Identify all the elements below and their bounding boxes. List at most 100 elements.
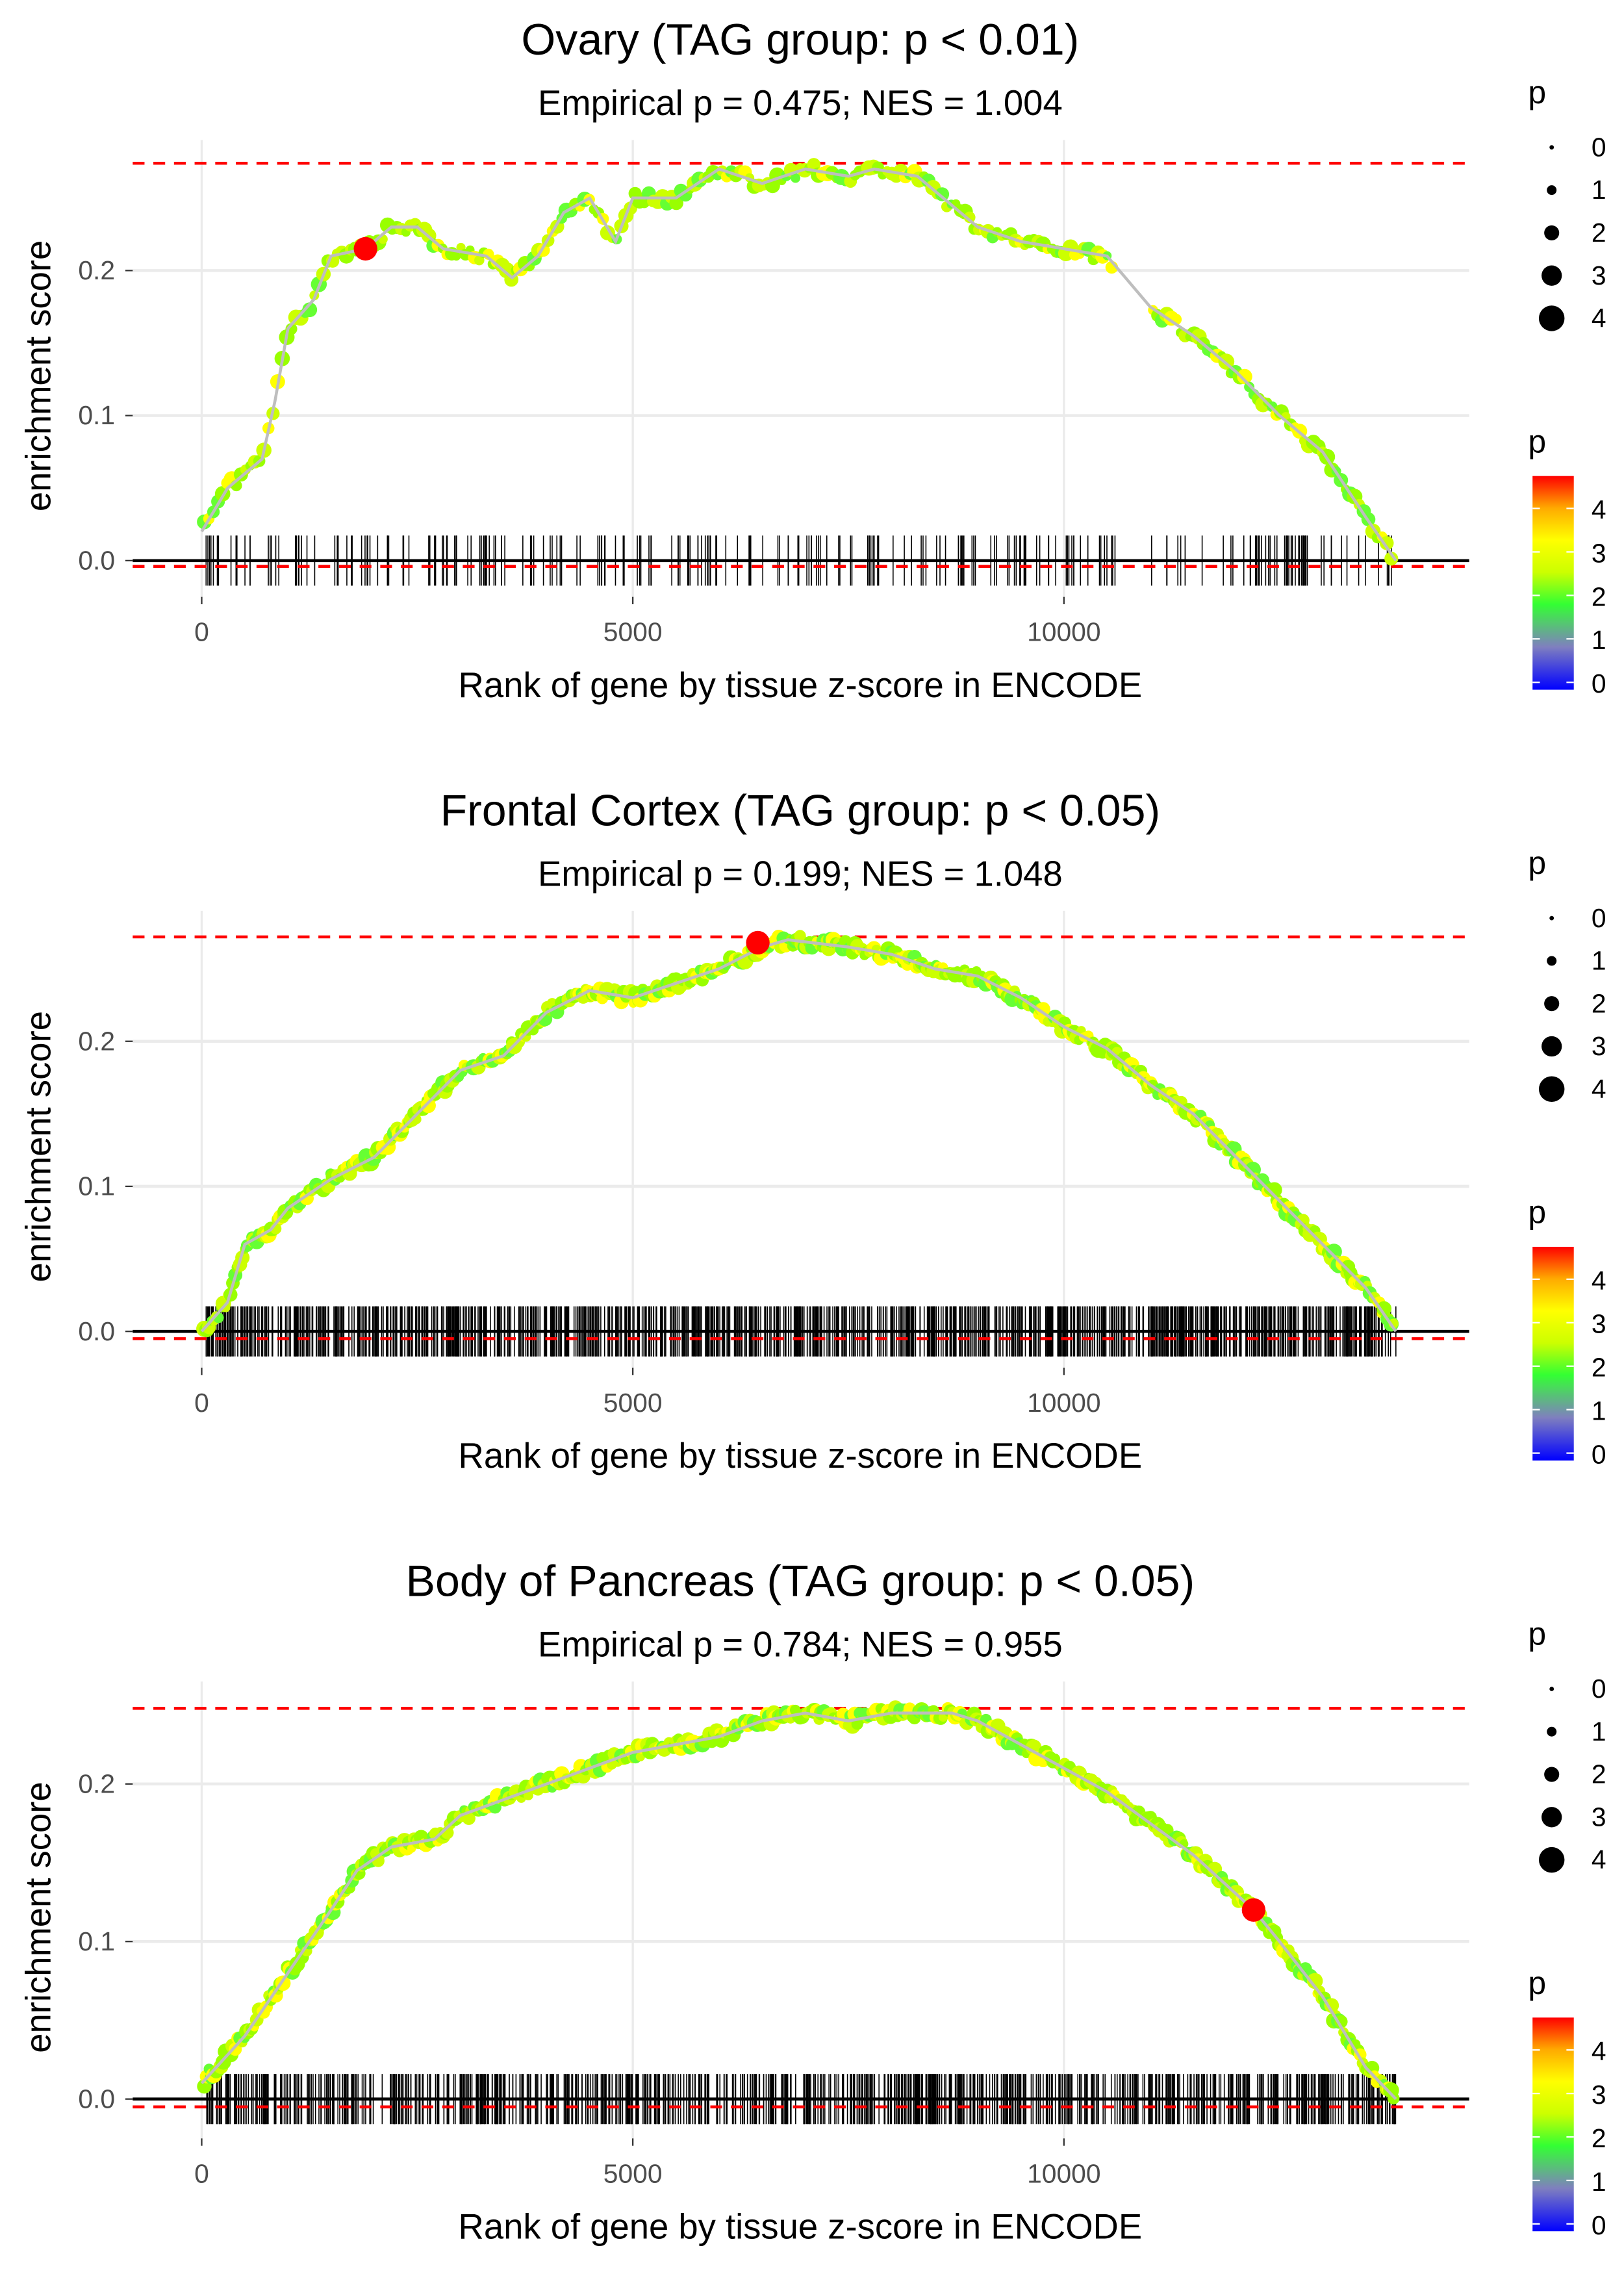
color-bar <box>1532 476 1574 690</box>
size-key-label: 4 <box>1592 1074 1606 1104</box>
chart-subtitle: Empirical p = 0.784; NES = 0.955 <box>538 1625 1063 1665</box>
size-key-dot <box>1549 1687 1554 1691</box>
top-hit-point <box>1241 1898 1265 1922</box>
size-key-label: 2 <box>1592 1759 1606 1789</box>
size-key-dot <box>1549 915 1554 921</box>
x-tick-label: 5000 <box>603 2158 663 2188</box>
x-tick-label: 0 <box>194 1388 209 1418</box>
hit-point <box>791 173 801 183</box>
hit-points <box>196 929 1399 1338</box>
chart-subtitle: Empirical p = 0.475; NES = 1.004 <box>538 83 1063 123</box>
x-tick-label: 0 <box>194 617 209 647</box>
hit-point <box>963 211 976 224</box>
hit-point <box>1334 2015 1348 2028</box>
color-bar-label: 4 <box>1592 494 1606 524</box>
y-tick-label: 0.1 <box>78 1926 115 1956</box>
hit-point <box>1237 368 1252 385</box>
size-key-label: 2 <box>1592 218 1606 248</box>
x-tick-label: 0 <box>194 2158 209 2188</box>
top-hit-point <box>746 930 770 955</box>
legend-size: p 0 1 2 3 4 <box>1528 74 1606 333</box>
legend-size: p 0 1 2 3 4 <box>1528 1615 1606 1874</box>
hit-points <box>197 158 1399 566</box>
enrichment-curve <box>200 938 1397 1333</box>
size-key-dot <box>1542 265 1562 286</box>
size-key-dot <box>1549 145 1554 150</box>
x-axis-title: Rank of gene by tissue z-score in ENCODE <box>459 1436 1143 1476</box>
chart-title: Frontal Cortex (TAG group: p < 0.05) <box>440 786 1161 835</box>
hit-points <box>197 1700 1400 2105</box>
color-bar-label: 3 <box>1592 538 1606 568</box>
chart-panel-2: Frontal Cortex (TAG group: p < 0.05) Empi… <box>18 786 1606 1476</box>
y-tick-label: 0.0 <box>78 2084 115 2114</box>
color-bar-label: 0 <box>1592 1439 1606 1469</box>
size-key-dot <box>1542 1036 1562 1057</box>
enrichment-curve <box>200 167 1397 562</box>
color-bar-label: 1 <box>1592 1396 1606 1426</box>
size-key-label: 1 <box>1592 175 1606 205</box>
y-tick-label: 0.0 <box>78 545 115 575</box>
chart-subtitle: Empirical p = 0.199; NES = 1.048 <box>538 854 1063 893</box>
size-key-label: 4 <box>1592 303 1606 333</box>
legend-color-title: p <box>1528 1965 1546 2001</box>
size-key-label: 2 <box>1592 988 1606 1018</box>
size-key-label: 3 <box>1592 1802 1606 1832</box>
size-key-label: 0 <box>1592 903 1606 933</box>
size-key-dot <box>1544 225 1560 240</box>
color-bar-label: 1 <box>1592 2167 1606 2197</box>
legend-color-title: p <box>1528 1194 1546 1231</box>
chart-title: Ovary (TAG group: p < 0.01) <box>521 15 1079 64</box>
color-bar-label: 1 <box>1592 625 1606 655</box>
x-tick-label: 5000 <box>603 1388 663 1418</box>
chart-title: Body of Pancreas (TAG group: p < 0.05) <box>406 1557 1195 1606</box>
color-bar-label: 0 <box>1592 669 1606 698</box>
legend-color-title: p <box>1528 423 1546 459</box>
color-bar <box>1532 1246 1574 1461</box>
hit-point <box>1306 1973 1323 1989</box>
size-key-label: 1 <box>1592 1717 1606 1746</box>
x-axis-title: Rank of gene by tissue z-score in ENCODE <box>459 665 1143 705</box>
y-tick-label: 0.0 <box>78 1316 115 1346</box>
size-key-dot <box>1538 1846 1565 1873</box>
size-key-label: 1 <box>1592 946 1606 976</box>
size-key-label: 0 <box>1592 132 1606 162</box>
size-key-label: 3 <box>1592 1031 1606 1061</box>
color-bar-label: 0 <box>1592 2210 1606 2240</box>
x-tick-label: 10000 <box>1027 2158 1101 2188</box>
size-key-dot <box>1544 1767 1560 1782</box>
color-bar-label: 2 <box>1592 1353 1606 1383</box>
top-hit-point <box>353 236 377 261</box>
size-key-label: 4 <box>1592 1845 1606 1874</box>
color-bar <box>1532 2017 1574 2232</box>
hit-point <box>669 196 683 211</box>
x-tick-label: 10000 <box>1027 1388 1101 1418</box>
size-key-dot <box>1544 996 1560 1012</box>
size-key-dot <box>1538 305 1565 331</box>
chart-panel-1: Ovary (TAG group: p < 0.01) Empirical p =… <box>18 15 1606 705</box>
color-bar-label: 3 <box>1592 1309 1606 1339</box>
hit-point <box>1379 536 1394 550</box>
color-bar-label: 4 <box>1592 2036 1606 2066</box>
legend-color: p 4 3 2 1 0 <box>1528 1194 1606 1470</box>
hit-point <box>1376 1301 1392 1316</box>
color-bar-label: 2 <box>1592 2123 1606 2153</box>
x-axis-title: Rank of gene by tissue z-score in ENCODE <box>459 2207 1143 2247</box>
size-key-dot <box>1547 956 1557 966</box>
chart-panel-3: Body of Pancreas (TAG group: p < 0.05) Em… <box>18 1557 1606 2247</box>
hit-point <box>229 2042 242 2056</box>
y-tick-label: 0.2 <box>78 255 115 285</box>
hit-point <box>935 187 950 201</box>
hit-point <box>1384 552 1399 566</box>
size-key-dot <box>1542 1807 1562 1828</box>
x-tick-label: 5000 <box>603 617 663 647</box>
enrichment-curve <box>200 1711 1397 2101</box>
y-tick-label: 0.2 <box>78 1769 115 1798</box>
legend-color: p 4 3 2 1 0 <box>1528 1965 1606 2240</box>
y-tick-label: 0.1 <box>78 400 115 430</box>
legend-size-title: p <box>1528 845 1546 881</box>
y-tick-label: 0.2 <box>78 1026 115 1056</box>
legend-size-title: p <box>1528 74 1546 110</box>
x-tick-label: 10000 <box>1027 617 1101 647</box>
y-axis-title: enrichment score <box>18 1782 58 2052</box>
